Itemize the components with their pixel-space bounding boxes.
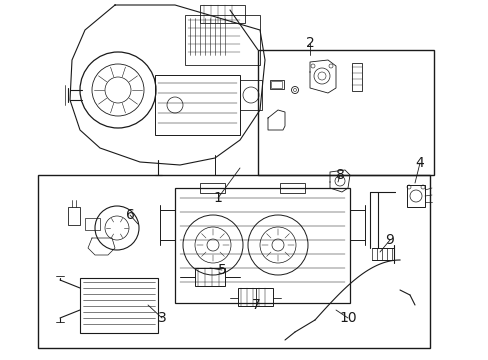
Text: 9: 9 (385, 233, 394, 247)
Text: 10: 10 (339, 311, 356, 325)
Text: 5: 5 (217, 263, 226, 277)
Bar (406, 185, 424, 207)
Text: 2: 2 (305, 36, 314, 50)
Text: 6: 6 (125, 208, 134, 222)
Bar (200, 183, 224, 193)
Bar (38, 175, 429, 348)
Text: 1: 1 (213, 191, 222, 205)
Bar (200, 5, 244, 23)
Bar (85, 218, 100, 230)
Bar (258, 50, 433, 175)
Bar (195, 268, 224, 286)
Bar (351, 63, 361, 91)
Bar (184, 15, 260, 65)
Bar (269, 80, 284, 89)
Bar (280, 183, 305, 193)
Bar (68, 207, 80, 225)
Bar (240, 80, 262, 110)
Bar (80, 278, 158, 333)
Text: 4: 4 (415, 156, 424, 170)
Bar (175, 188, 349, 303)
Bar (155, 75, 240, 135)
Bar (238, 288, 272, 306)
Text: 3: 3 (157, 311, 166, 325)
Text: 7: 7 (251, 298, 260, 312)
Text: 8: 8 (335, 168, 344, 182)
Bar (270, 81, 282, 88)
